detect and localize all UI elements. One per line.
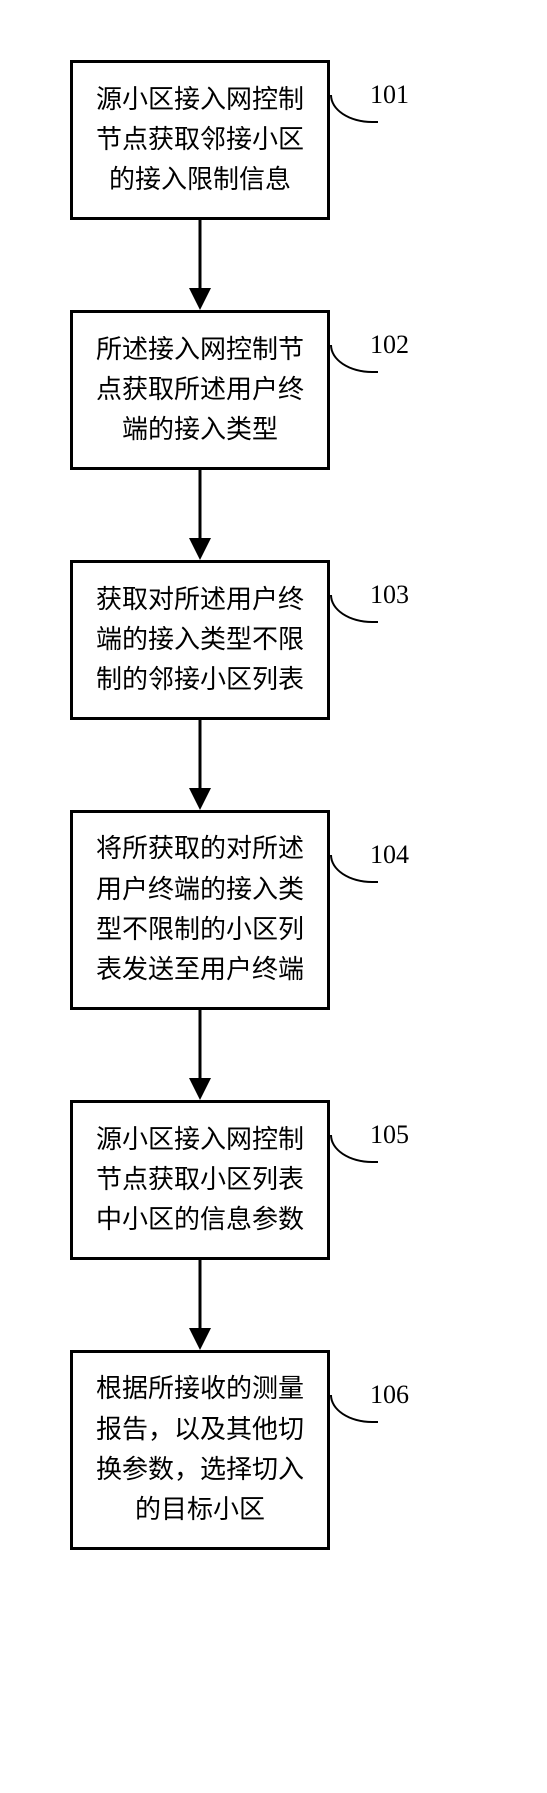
arrow-line bbox=[199, 720, 202, 790]
arrow bbox=[70, 1260, 330, 1350]
step-103: 获取对所述用户终端的接入类型不限制的邻接小区列表 103 bbox=[70, 560, 490, 720]
arrow bbox=[70, 220, 330, 310]
arrow-head-icon bbox=[189, 1328, 211, 1350]
step-105: 源小区接入网控制节点获取小区列表中小区的信息参数 105 bbox=[70, 1100, 490, 1260]
arrow bbox=[70, 1010, 330, 1100]
step-box: 源小区接入网控制节点获取小区列表中小区的信息参数 bbox=[70, 1100, 330, 1260]
step-text: 将所获取的对所述用户终端的接入类型不限制的小区列表发送至用户终端 bbox=[87, 829, 313, 990]
arrow-line bbox=[199, 220, 202, 290]
step-text: 源小区接入网控制节点获取邻接小区的接入限制信息 bbox=[87, 80, 313, 201]
step-box: 所述接入网控制节点获取所述用户终端的接入类型 bbox=[70, 310, 330, 470]
step-text: 获取对所述用户终端的接入类型不限制的邻接小区列表 bbox=[87, 580, 313, 701]
arrow bbox=[70, 470, 330, 560]
step-label: 105 bbox=[370, 1120, 409, 1150]
step-106: 根据所接收的测量报告，以及其他切换参数，选择切入的目标小区 106 bbox=[70, 1350, 490, 1550]
step-box: 将所获取的对所述用户终端的接入类型不限制的小区列表发送至用户终端 bbox=[70, 810, 330, 1010]
step-104: 将所获取的对所述用户终端的接入类型不限制的小区列表发送至用户终端 104 bbox=[70, 810, 490, 1010]
step-box: 根据所接收的测量报告，以及其他切换参数，选择切入的目标小区 bbox=[70, 1350, 330, 1550]
arrow-head-icon bbox=[189, 788, 211, 810]
step-label: 103 bbox=[370, 580, 409, 610]
step-101: 源小区接入网控制节点获取邻接小区的接入限制信息 101 bbox=[70, 60, 490, 220]
step-text: 所述接入网控制节点获取所述用户终端的接入类型 bbox=[87, 330, 313, 451]
step-102: 所述接入网控制节点获取所述用户终端的接入类型 102 bbox=[70, 310, 490, 470]
arrow-line bbox=[199, 1260, 202, 1330]
arrow-head-icon bbox=[189, 538, 211, 560]
step-box: 获取对所述用户终端的接入类型不限制的邻接小区列表 bbox=[70, 560, 330, 720]
step-label: 104 bbox=[370, 840, 409, 870]
arrow-line bbox=[199, 1010, 202, 1080]
arrow bbox=[70, 720, 330, 810]
step-text: 根据所接收的测量报告，以及其他切换参数，选择切入的目标小区 bbox=[87, 1369, 313, 1530]
step-box: 源小区接入网控制节点获取邻接小区的接入限制信息 bbox=[70, 60, 330, 220]
step-label: 102 bbox=[370, 330, 409, 360]
step-text: 源小区接入网控制节点获取小区列表中小区的信息参数 bbox=[87, 1120, 313, 1241]
arrow-head-icon bbox=[189, 1078, 211, 1100]
flowchart-container: 源小区接入网控制节点获取邻接小区的接入限制信息 101 所述接入网控制节点获取所… bbox=[70, 60, 490, 1550]
arrow-head-icon bbox=[189, 288, 211, 310]
step-label: 101 bbox=[370, 80, 409, 110]
arrow-line bbox=[199, 470, 202, 540]
step-label: 106 bbox=[370, 1380, 409, 1410]
